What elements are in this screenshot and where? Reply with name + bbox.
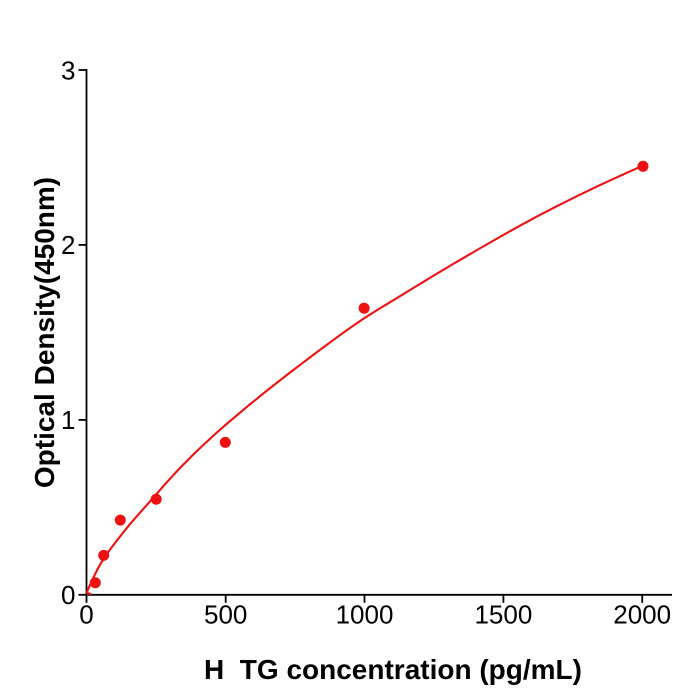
svg-text:2: 2 xyxy=(61,230,75,260)
svg-text:1000: 1000 xyxy=(336,600,394,630)
svg-text:H TG concentration (pg/mL): H TG concentration (pg/mL) xyxy=(204,654,582,685)
svg-text:3: 3 xyxy=(61,55,75,85)
svg-text:2000: 2000 xyxy=(613,600,671,630)
svg-text:0: 0 xyxy=(61,580,75,610)
svg-text:500: 500 xyxy=(204,600,247,630)
svg-text:0: 0 xyxy=(79,600,93,630)
svg-text:1: 1 xyxy=(61,405,75,435)
svg-text:Optical Density(450nm): Optical Density(450nm) xyxy=(29,177,60,488)
svg-text:1500: 1500 xyxy=(474,600,532,630)
